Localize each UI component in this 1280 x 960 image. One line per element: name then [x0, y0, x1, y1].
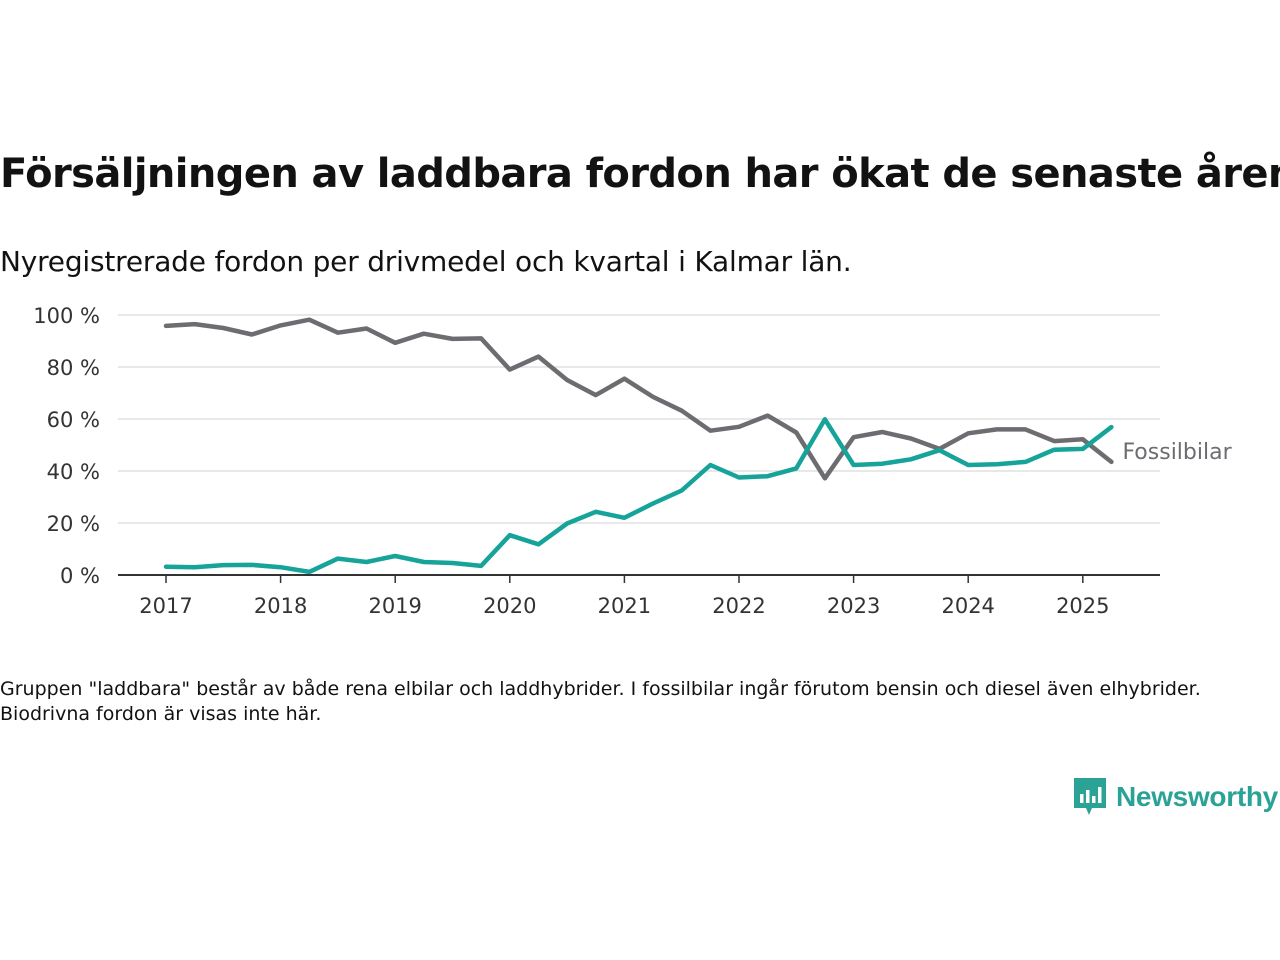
x-axis: 2017 2018 2019 2020 2021 2022 2023 2024 2025	[118, 574, 1160, 618]
y-tick-label: 20 %	[47, 512, 100, 536]
x-tick-label: 2018	[254, 594, 307, 618]
series-labels: Fossilbilar	[1122, 440, 1232, 465]
series-label: Fossilbilar	[1122, 440, 1232, 465]
line-chart: 0 % 20 % 40 % 60 % 80 % 100 % 2017 2018 2019 202…	[33, 304, 1232, 618]
y-tick-label: 0 %	[60, 564, 100, 588]
y-tick-label: 40 %	[47, 460, 100, 484]
x-tick-label: 2025	[1056, 594, 1109, 618]
chart-subtitle: Nyregistrerade fordon per drivmedel och …	[0, 245, 852, 278]
series-line-laddbara	[163, 417, 1114, 575]
x-tick-label: 2022	[712, 594, 765, 618]
newsworthy-logo[interactable]: Newsworthy	[1072, 775, 1278, 819]
x-tick-label: 2024	[941, 594, 994, 618]
x-tick-label: 2023	[827, 594, 880, 618]
x-tick-label: 2021	[598, 594, 651, 618]
chart-title: Försäljningen av laddbara fordon har öka…	[0, 151, 1280, 197]
x-tick-label: 2020	[483, 594, 536, 618]
x-tick-label: 2019	[368, 594, 421, 618]
series-lines	[163, 317, 1114, 575]
series-line-fossilbilar	[163, 317, 1114, 481]
y-tick-label: 100 %	[33, 304, 100, 328]
chart-footnote: Gruppen "laddbara" består av både rena e…	[0, 678, 1201, 725]
newsworthy-logo-icon	[1074, 778, 1106, 815]
gridlines	[118, 314, 1160, 524]
y-tick-label: 80 %	[47, 356, 100, 380]
x-tick-label: 2017	[139, 594, 192, 618]
brand-name: Newsworthy	[1116, 781, 1278, 812]
y-tick-label: 60 %	[47, 408, 100, 432]
y-axis: 0 % 20 % 40 % 60 % 80 % 100 %	[33, 304, 100, 588]
